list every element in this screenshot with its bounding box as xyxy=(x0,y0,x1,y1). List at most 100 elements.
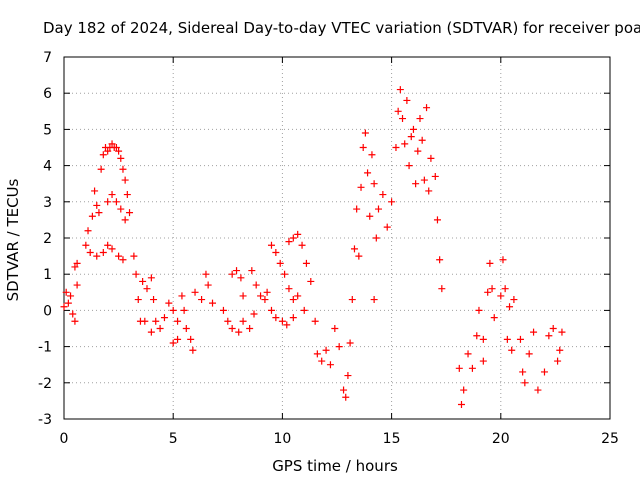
data-point xyxy=(104,241,112,249)
data-point xyxy=(359,144,367,151)
data-point xyxy=(115,147,123,155)
data-point xyxy=(198,296,206,304)
data-point xyxy=(202,270,210,278)
data-point xyxy=(189,346,197,354)
data-point xyxy=(436,256,444,264)
y-axis-label: SDTVAR / TECUs xyxy=(4,178,22,301)
data-point xyxy=(457,401,465,409)
data-point xyxy=(91,187,99,195)
data-point xyxy=(357,183,365,191)
data-point xyxy=(82,241,90,249)
data-point xyxy=(246,325,254,332)
data-point xyxy=(119,256,127,264)
data-point xyxy=(150,296,158,304)
x-tick-label: 5 xyxy=(169,431,178,447)
data-point xyxy=(425,187,433,195)
data-point xyxy=(73,281,81,289)
data-point xyxy=(93,201,101,209)
data-point xyxy=(510,296,518,304)
data-point xyxy=(348,296,356,304)
data-point xyxy=(233,267,241,275)
x-tick-label: 20 xyxy=(492,431,510,447)
data-point xyxy=(252,281,260,289)
data-point xyxy=(403,96,411,104)
data-point xyxy=(174,317,182,325)
data-point xyxy=(490,314,498,322)
data-point xyxy=(342,393,350,401)
data-point xyxy=(554,357,562,365)
data-point xyxy=(119,165,127,173)
data-point xyxy=(237,274,245,282)
data-point xyxy=(344,372,352,380)
data-point xyxy=(248,267,256,275)
data-point xyxy=(182,325,190,332)
x-tick-label: 25 xyxy=(601,431,619,447)
y-tick-label: 7 xyxy=(43,50,52,66)
y-tick-label: 3 xyxy=(43,195,52,211)
data-point xyxy=(455,364,463,372)
data-point xyxy=(235,328,243,336)
x-tick-label: 0 xyxy=(60,431,69,447)
data-point xyxy=(530,328,538,336)
data-point xyxy=(460,386,468,394)
data-point xyxy=(86,248,94,256)
data-point xyxy=(169,306,177,314)
data-point xyxy=(143,285,151,293)
data-point xyxy=(433,216,441,224)
data-point xyxy=(331,325,339,332)
data-point xyxy=(104,147,112,155)
data-point xyxy=(147,274,155,282)
data-point xyxy=(174,335,182,343)
data-point xyxy=(283,321,291,329)
data-point xyxy=(468,364,476,372)
data-point xyxy=(84,227,92,235)
data-point xyxy=(228,325,236,332)
y-tick-label: 5 xyxy=(43,122,52,138)
data-point xyxy=(239,317,247,325)
data-point xyxy=(64,299,72,307)
data-point xyxy=(383,223,391,231)
data-point xyxy=(307,277,315,285)
data-point xyxy=(219,306,227,314)
data-point xyxy=(516,335,524,343)
data-point xyxy=(414,147,422,155)
data-point xyxy=(300,306,308,314)
data-point xyxy=(311,317,319,325)
data-point xyxy=(407,133,415,141)
data-point xyxy=(374,205,382,213)
data-point xyxy=(156,325,164,332)
data-point xyxy=(130,252,138,260)
data-point xyxy=(346,339,354,347)
data-point xyxy=(69,310,77,318)
data-point xyxy=(108,191,116,199)
data-point xyxy=(123,191,131,199)
data-point xyxy=(545,332,553,340)
data-point xyxy=(261,296,269,304)
data-point xyxy=(204,281,212,289)
data-point xyxy=(298,241,306,249)
data-point xyxy=(519,368,527,376)
data-point xyxy=(250,310,258,318)
data-point xyxy=(141,317,149,325)
y-tick-label: -3 xyxy=(38,412,52,428)
data-point xyxy=(178,292,186,300)
data-point xyxy=(104,198,112,206)
data-point xyxy=(508,346,516,354)
data-point xyxy=(372,234,380,242)
data-point xyxy=(473,332,481,340)
data-point xyxy=(302,259,310,267)
y-tick-label: 0 xyxy=(43,303,52,319)
data-point xyxy=(134,296,142,304)
data-point xyxy=(556,346,564,354)
data-point xyxy=(169,339,177,347)
data-point xyxy=(73,259,81,267)
data-point xyxy=(99,151,107,159)
data-point xyxy=(267,306,275,314)
data-point xyxy=(60,303,68,311)
data-point xyxy=(117,154,125,162)
data-point xyxy=(486,259,494,267)
data-point xyxy=(364,169,372,177)
data-point xyxy=(99,248,107,256)
data-point xyxy=(285,285,293,293)
